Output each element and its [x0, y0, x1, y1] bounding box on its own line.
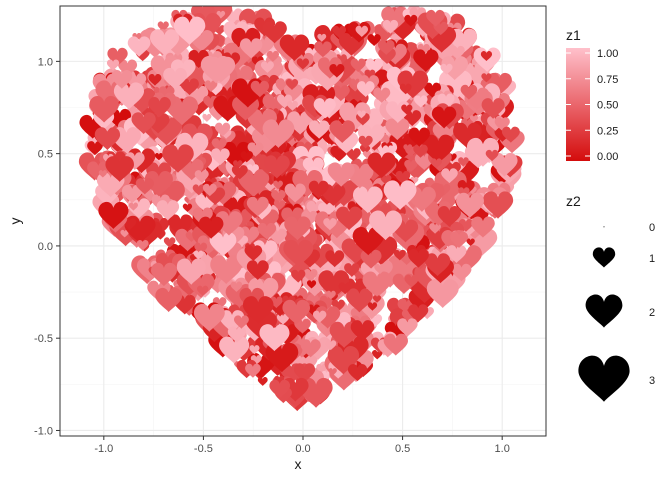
size-key-heart-icon	[603, 226, 605, 228]
z2-legend-title: z2	[566, 193, 581, 209]
x-axis: -1.0 -0.5 0.0 0.5 1.0	[94, 436, 510, 455]
size-key-heart-icon	[578, 355, 630, 402]
size-key-label: 1	[649, 253, 655, 265]
size-key-heart-icon	[592, 247, 616, 268]
y-tick-label: 0.0	[38, 241, 53, 253]
colorbar-label: 1.00	[597, 48, 618, 60]
y-tick-label: 0.5	[38, 149, 53, 161]
y-tick-label: -1.0	[34, 425, 53, 437]
colorbar-label: 0.25	[597, 125, 618, 137]
size-key-label: 3	[649, 375, 655, 387]
z2-size-keys: 0 1 2 3	[578, 222, 655, 402]
x-tick-label: -0.5	[194, 443, 213, 455]
size-key-label: 0	[649, 222, 655, 234]
x-tick-label: 0.5	[395, 443, 410, 455]
y-axis-title: y	[7, 218, 23, 225]
y-axis: -1.0 -0.5 0.0 0.5 1.0	[34, 56, 60, 437]
z1-color-legend: z1 1.00 0.75 0.50 0.25 0.00	[566, 27, 618, 163]
z1-legend-title: z1	[566, 27, 581, 43]
colorbar-label: 0.75	[597, 74, 618, 86]
z2-size-legend: z2 0 1 2 3	[566, 193, 655, 402]
size-key-heart-icon	[585, 294, 623, 328]
x-tick-label: -1.0	[94, 443, 113, 455]
z1-colorbar-ticks: 1.00 0.75 0.50 0.25 0.00	[566, 48, 618, 163]
y-tick-label: 1.0	[38, 56, 53, 68]
colorbar-label: 0.50	[597, 100, 618, 112]
x-tick-label: 0.0	[295, 443, 310, 455]
y-tick-label: -0.5	[34, 333, 53, 345]
plot-panel	[59, 5, 547, 437]
x-axis-title: x	[295, 456, 302, 472]
x-tick-label: 1.0	[495, 443, 510, 455]
colorbar-label: 0.00	[597, 151, 618, 163]
size-key-label: 2	[649, 307, 655, 319]
